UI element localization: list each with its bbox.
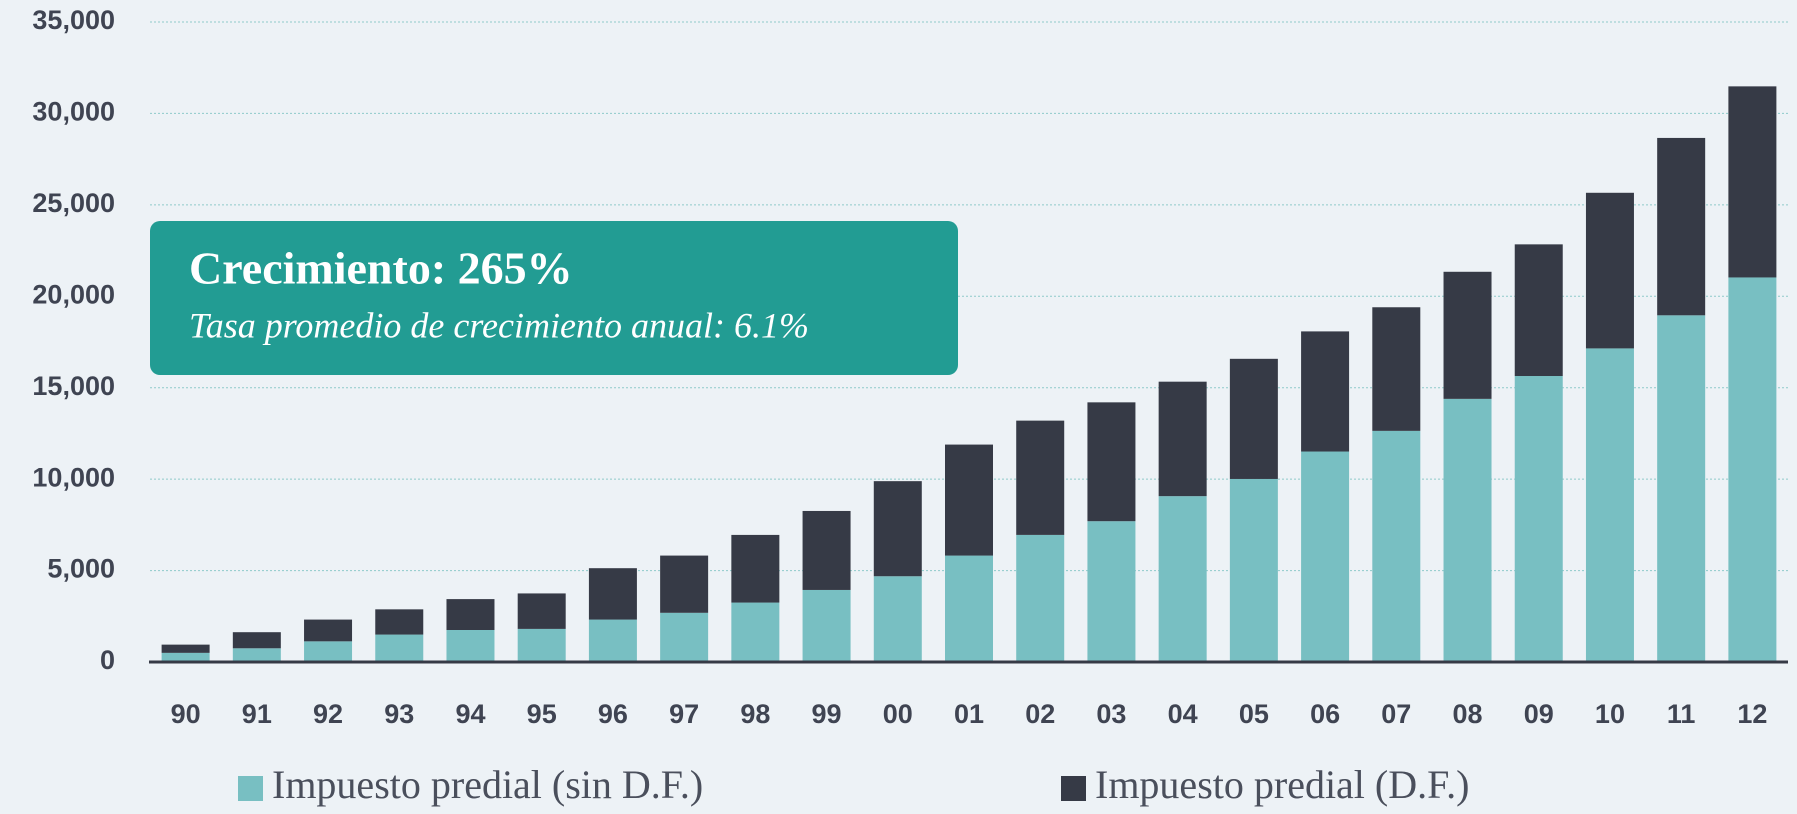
bar bbox=[588, 619, 637, 662]
y-tick-label: 5,000 bbox=[47, 554, 115, 584]
bar bbox=[304, 619, 353, 642]
bar bbox=[375, 609, 424, 635]
annotation-box bbox=[150, 221, 958, 375]
x-tick-label: 00 bbox=[883, 699, 913, 729]
y-tick-label: 20,000 bbox=[32, 279, 115, 309]
bar bbox=[1585, 192, 1634, 349]
bar bbox=[1087, 402, 1136, 522]
x-tick-label: 09 bbox=[1524, 699, 1554, 729]
x-tick-label: 93 bbox=[384, 699, 414, 729]
bar bbox=[1443, 271, 1492, 399]
bar bbox=[446, 630, 495, 662]
x-tick-label: 06 bbox=[1310, 699, 1340, 729]
legend-swatch bbox=[1061, 776, 1086, 801]
bar bbox=[802, 589, 851, 662]
bar bbox=[1301, 331, 1350, 452]
bar bbox=[1728, 86, 1777, 278]
x-tick-label: 96 bbox=[598, 699, 628, 729]
bar bbox=[1372, 430, 1421, 662]
bar bbox=[1016, 534, 1065, 662]
bar bbox=[375, 634, 424, 662]
bar bbox=[588, 568, 637, 620]
y-tick-label: 15,000 bbox=[32, 371, 115, 401]
annotation-subtitle: Tasa promedio de crecimiento anual: 6.1% bbox=[189, 305, 809, 345]
x-tick-label: 90 bbox=[171, 699, 201, 729]
bar bbox=[161, 644, 210, 653]
y-tick-label: 30,000 bbox=[32, 97, 115, 127]
bar bbox=[446, 599, 495, 630]
bar bbox=[731, 602, 780, 662]
bar bbox=[232, 648, 281, 662]
y-tick-label: 0 bbox=[100, 645, 115, 675]
bar bbox=[1514, 376, 1563, 662]
bar bbox=[1016, 420, 1065, 535]
bar bbox=[660, 612, 709, 662]
bar bbox=[517, 628, 566, 662]
x-tick-label: 07 bbox=[1381, 699, 1411, 729]
bar bbox=[731, 534, 780, 603]
bar bbox=[1158, 381, 1207, 497]
bar bbox=[1229, 358, 1278, 479]
x-tick-label: 01 bbox=[954, 699, 984, 729]
bar bbox=[1657, 137, 1706, 316]
bar bbox=[945, 555, 993, 662]
bar bbox=[1372, 307, 1421, 431]
legend-swatch bbox=[238, 776, 263, 801]
bar bbox=[1443, 398, 1492, 662]
bar bbox=[304, 641, 353, 662]
annotation-title: Crecimiento: 265% bbox=[189, 243, 573, 294]
x-tick-label: 10 bbox=[1595, 699, 1625, 729]
x-tick-label: 95 bbox=[527, 699, 557, 729]
x-tick-label: 08 bbox=[1452, 699, 1482, 729]
x-tick-label: 97 bbox=[669, 699, 699, 729]
x-tick-label: 04 bbox=[1168, 699, 1198, 729]
bar bbox=[1514, 244, 1563, 377]
bar bbox=[1301, 451, 1350, 662]
x-tick-label: 99 bbox=[812, 699, 842, 729]
bar bbox=[1229, 478, 1278, 662]
x-tick-label: 11 bbox=[1667, 699, 1696, 729]
legend-label: Impuesto predial (D.F.) bbox=[1095, 762, 1470, 807]
bar bbox=[945, 444, 993, 556]
x-tick-label: 94 bbox=[455, 699, 485, 729]
bar bbox=[873, 576, 922, 662]
x-tick-label: 05 bbox=[1239, 699, 1269, 729]
bar bbox=[1728, 277, 1777, 662]
y-tick-label: 10,000 bbox=[32, 462, 115, 492]
y-tick-label: 25,000 bbox=[32, 188, 115, 218]
legend-label: Impuesto predial (sin D.F.) bbox=[272, 762, 703, 807]
x-tick-label: 91 bbox=[242, 699, 272, 729]
bar bbox=[161, 652, 210, 662]
y-tick-label: 35,000 bbox=[32, 5, 115, 35]
x-tick-label: 98 bbox=[740, 699, 770, 729]
bar bbox=[802, 510, 851, 590]
bar bbox=[660, 555, 709, 613]
bar bbox=[232, 632, 281, 649]
bar bbox=[1158, 496, 1207, 662]
x-tick-label: 12 bbox=[1737, 699, 1767, 729]
bar bbox=[1585, 348, 1634, 662]
bar bbox=[1657, 315, 1706, 662]
bar bbox=[517, 593, 566, 629]
x-tick-label: 92 bbox=[313, 699, 343, 729]
x-tick-label: 03 bbox=[1096, 699, 1126, 729]
bar bbox=[1087, 521, 1136, 662]
x-tick-label: 02 bbox=[1025, 699, 1055, 729]
bar bbox=[873, 481, 922, 577]
